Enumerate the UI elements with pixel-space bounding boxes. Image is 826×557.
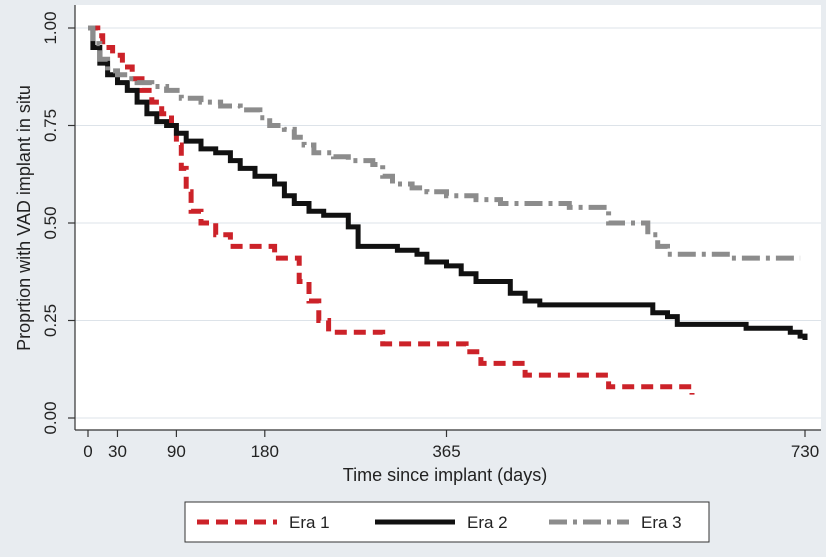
y-axis-label: Proprtion with VAD implant in situ (14, 85, 34, 351)
y-tick-label: 0.00 (41, 401, 60, 434)
x-tick-label: 365 (432, 442, 460, 461)
legend-label-1: Era 1 (289, 513, 330, 532)
y-tick-label: 0.25 (41, 304, 60, 337)
series-line-1 (88, 25, 695, 395)
y-tick-label: 0.75 (41, 109, 60, 142)
series-lines (88, 25, 808, 395)
legend: Era 1 Era 2 Era 3 (184, 501, 710, 543)
legend-label-3: Era 3 (641, 513, 682, 532)
series-line-2 (88, 25, 808, 340)
x-tick-label: 90 (167, 442, 186, 461)
x-tick-label: 30 (108, 442, 127, 461)
plot-area (75, 5, 821, 430)
x-tick-label: 730 (791, 442, 819, 461)
x-ticks: 0 30 90 180 365 730 (83, 430, 819, 461)
x-tick-label: 0 (83, 442, 92, 461)
x-axis-label: Time since implant (days) (343, 465, 547, 485)
y-ticks: 0.00 0.25 0.50 0.75 1.00 (41, 11, 75, 435)
y-tick-label: 0.50 (41, 206, 60, 239)
legend-label-2: Era 2 (467, 513, 508, 532)
x-tick-label: 180 (251, 442, 279, 461)
legend-items: Era 1 Era 2 Era 3 (197, 513, 682, 532)
y-tick-label: 1.00 (41, 11, 60, 44)
series-line-3 (88, 25, 801, 261)
